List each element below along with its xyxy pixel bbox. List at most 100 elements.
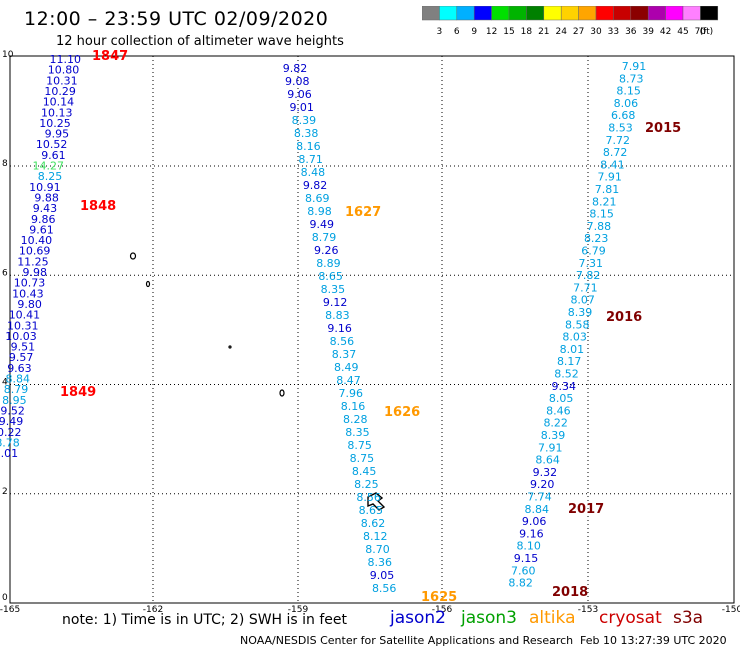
wave-height-value: 11.25 xyxy=(17,255,49,268)
colorbar-label: 12 xyxy=(486,27,497,37)
wave-height-value: 8.65 xyxy=(359,504,384,517)
wave-height-value: 9.52 xyxy=(0,404,25,417)
map-frame xyxy=(9,55,735,604)
x-tick-label: -159 xyxy=(288,605,309,615)
wave-height-value: 9.34 xyxy=(552,380,577,393)
wave-height-value: 8.79 xyxy=(312,231,337,244)
colorbar-label: 70 xyxy=(695,27,707,37)
island-outline xyxy=(279,389,285,397)
pass-time-label: 1625 xyxy=(421,590,457,605)
wave-height-colorbar: 3 6 9 12 15 18 21 24 27 30 33 36 39 42 45 70(ft) xyxy=(422,6,719,37)
colorbar-label: 6 xyxy=(454,27,460,37)
colorbar-swatch xyxy=(700,6,719,21)
colorbar-label: 9 xyxy=(471,27,477,37)
wave-height-value: 8.38 xyxy=(294,127,319,140)
x-tick-label: -165 xyxy=(0,605,20,615)
wave-height-value: 7.91 xyxy=(597,171,622,184)
pass-time-label: 2015 xyxy=(645,121,681,136)
wave-height-value: 8.53 xyxy=(608,122,633,135)
wave-height-value: 9.63 xyxy=(7,362,32,375)
colorbar-label: 3 xyxy=(437,27,443,37)
wave-height-value: 6.79 xyxy=(581,245,606,258)
wave-height-value: 8.73 xyxy=(619,72,644,85)
wave-height-value: 8.22 xyxy=(543,417,568,430)
pass-time-label: 1848 xyxy=(80,199,116,214)
wave-height-value: 8.70 xyxy=(365,543,390,556)
wave-height-value: 8.95 xyxy=(2,394,27,407)
wave-height-value: 10.25 xyxy=(39,117,71,130)
island-outline xyxy=(145,280,151,288)
wave-height-value: 7.91 xyxy=(622,60,647,73)
hawaii-islands xyxy=(367,492,386,511)
wave-height-value: 8.17 xyxy=(557,355,582,368)
wave-height-value: 8.25 xyxy=(354,478,379,491)
pass-time-label: 1627 xyxy=(345,205,381,220)
wave-height-value: 10.41 xyxy=(9,309,41,322)
wave-height-value: 8.36 xyxy=(367,556,392,569)
wave-height-value: 10.03 xyxy=(5,330,37,343)
colorbar-label: 15 xyxy=(503,27,514,37)
wave-height-value: 8.03 xyxy=(562,331,587,344)
wave-height-value: 9.61 xyxy=(29,223,54,236)
wave-height-value: 8.16 xyxy=(341,400,366,413)
y-tick-label: 4 xyxy=(2,378,8,388)
wave-height-value: 9.80 xyxy=(17,298,42,311)
wave-height-value: 8.21 xyxy=(592,195,617,208)
wave-height-value: 8.28 xyxy=(343,413,368,426)
wave-height-value: 7.82 xyxy=(576,269,601,282)
satellite-legend-jason3: jason3 xyxy=(461,608,517,628)
wave-height-value: 8.79 xyxy=(4,383,29,396)
wave-height-value: 8.56 xyxy=(330,335,355,348)
wave-height-value: 8.15 xyxy=(616,85,641,98)
wave-height-value: 9.61 xyxy=(41,149,66,162)
wave-height-value: 10.22 xyxy=(0,426,22,439)
wave-height-value: 8.07 xyxy=(570,294,595,307)
wave-height-value: 7.71 xyxy=(573,281,598,294)
wave-height-value: 8.84 xyxy=(525,503,550,516)
island-outline xyxy=(228,345,232,349)
y-tick-label: 0 xyxy=(2,593,8,603)
wave-height-value: 10.91 xyxy=(29,181,61,194)
wave-height-value: 9.57 xyxy=(9,351,34,364)
footer-note: note: 1) Time is in UTC; 2) SWH is in fe… xyxy=(62,612,348,628)
wave-height-value: 8.52 xyxy=(554,368,579,381)
map-title: 12:00 – 23:59 UTC 02/09/2020 xyxy=(24,8,329,30)
x-tick-label: -162 xyxy=(143,605,163,615)
wave-height-value: 10.13 xyxy=(41,106,73,119)
wave-height-value: 8.84 xyxy=(6,373,31,386)
wave-height-value: 7.81 xyxy=(595,183,620,196)
wave-height-value: 8.23 xyxy=(584,232,609,245)
colorbar-label: 45 xyxy=(677,27,688,37)
wave-height-value: 8.46 xyxy=(546,404,571,417)
wave-height-value: 8.06 xyxy=(614,97,639,110)
wave-height-value: 9.32 xyxy=(533,466,558,479)
wave-height-value: 9.82 xyxy=(303,179,328,192)
wave-height-value: 11.10 xyxy=(50,53,82,66)
colorbar-label: 30 xyxy=(590,27,602,37)
x-tick-label: -153 xyxy=(578,605,598,615)
pass-time-label: 2016 xyxy=(606,310,642,325)
altimeter-track-1: 11.1010.8010.3110.2910.1410.1310.259.951… xyxy=(0,53,81,460)
wave-height-value: 8.49 xyxy=(334,361,359,374)
wave-height-value: 8.35 xyxy=(345,426,370,439)
wave-height-value: 8.78 xyxy=(0,436,20,449)
wave-height-value: 8.01 xyxy=(560,343,585,356)
wave-height-value: 9.15 xyxy=(514,552,539,565)
wave-height-value: 9.51 xyxy=(11,341,36,354)
wave-height-value: 8.41 xyxy=(600,158,625,171)
wave-height-value: 8.69 xyxy=(305,192,330,205)
y-tick-label: 2 xyxy=(2,487,8,497)
pass-time-label: 2017 xyxy=(568,502,604,517)
wave-height-value: 9.49 xyxy=(310,218,335,231)
wave-height-value: 8.35 xyxy=(321,283,346,296)
wave-height-value: 8.56 xyxy=(372,582,397,595)
wave-height-value: 7.31 xyxy=(579,257,604,270)
x-tick-label: -156 xyxy=(432,605,453,615)
footer-credit: NOAA/NESDIS Center for Satellite Applica… xyxy=(240,634,574,647)
wave-height-value: 7.91 xyxy=(538,441,563,454)
wave-height-value: 9.43 xyxy=(33,202,58,215)
wave-height-value: 14.27 xyxy=(33,160,65,173)
wave-height-value: 9.06 xyxy=(522,515,547,528)
